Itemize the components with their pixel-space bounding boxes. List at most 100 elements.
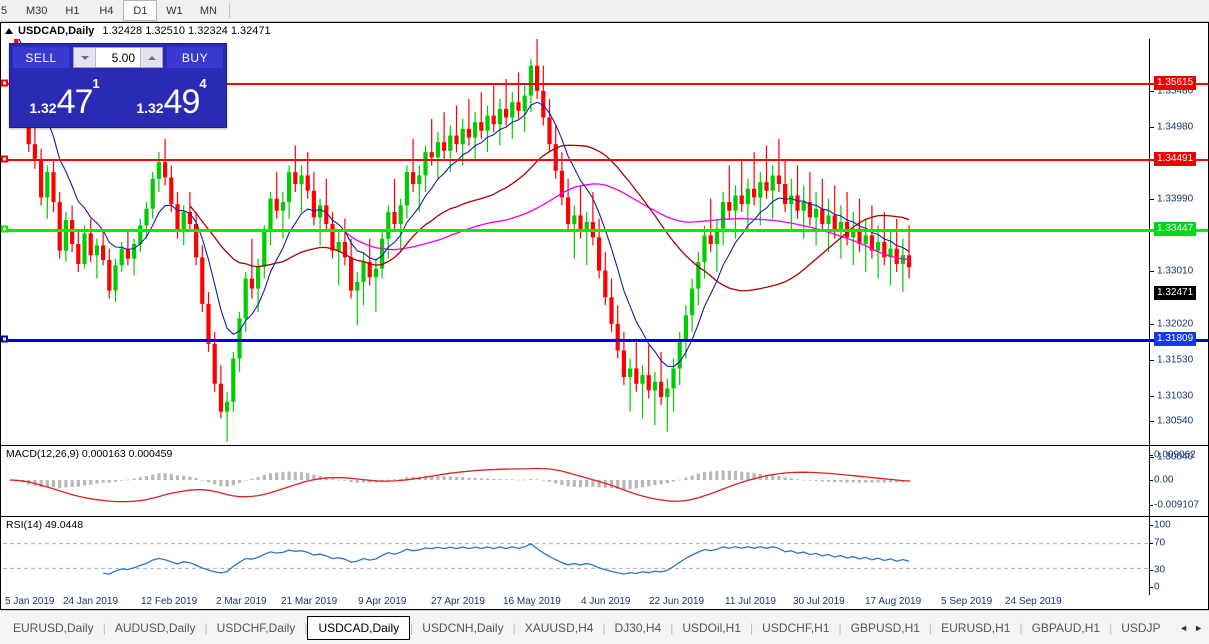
chart-tab-usdjp[interactable]: USDJP (1121, 620, 1161, 635)
price-axis-label: 1.30040 (1157, 451, 1194, 463)
date-axis-label: 22 Jun 2019 (649, 596, 705, 607)
tab-scroll-controls: ◄ ► (1177, 623, 1209, 633)
tab-scroll-right-icon[interactable]: ► (1194, 622, 1203, 633)
sell-price-main: 47 (56, 83, 94, 121)
chart-tab-bar: EURUSD,Daily | AUDUSD,Daily | USDCHF,Daily | U… (0, 610, 1209, 644)
timeframe-button-m30[interactable]: M30 (26, 4, 48, 17)
buy-button[interactable]: BUY (167, 47, 223, 68)
chart-tab-gbpusd-h1[interactable]: GBPUSD,H1 (850, 620, 920, 635)
price-badge-red: 1.35615 (1154, 76, 1197, 90)
study-line-support-blue[interactable] (1, 339, 1208, 342)
date-axis-label: 5 Sep 2019 (941, 596, 993, 607)
price-plot-area[interactable] (3, 39, 1149, 445)
price-axis-label: 1.35480 (1157, 85, 1194, 97)
timeframe-button-h4[interactable]: H4 (99, 4, 114, 17)
timeframe-button-w1[interactable]: W1 (166, 4, 183, 17)
buy-price-fraction: 4 (199, 76, 207, 91)
volume-decrement-button[interactable] (74, 48, 96, 67)
date-axis-label: 17 Aug 2019 (865, 596, 922, 607)
date-axis-label: 30 Jul 2019 (793, 596, 845, 607)
date-axis-label: 5 Jan 2019 (5, 596, 55, 607)
chart-tab-eurusd-daily[interactable]: EURUSD,Daily (13, 620, 94, 635)
date-axis-label: 24 Jan 2019 (63, 596, 119, 607)
macd-axis-label: 0.009062 (1154, 449, 1196, 461)
macd-axis-tick (1150, 505, 1153, 506)
chart-tab-eurusd-h1[interactable]: EURUSD,H1 (941, 620, 1011, 635)
price-axis-tick (1150, 360, 1154, 361)
study-line-resistance-mid[interactable] (1, 159, 1208, 161)
date-axis-label: 11 Jul 2019 (725, 596, 776, 607)
macd-axis-label: 0.00 (1154, 474, 1174, 486)
timeframe-button-h1[interactable]: H1 (65, 4, 80, 17)
sell-price-prefix: 1.32 (29, 100, 57, 116)
study-line-handle-support-green[interactable] (1, 225, 8, 233)
volume-input[interactable]: 5.00 (111, 50, 135, 65)
price-axis-label: 1.32020 (1157, 318, 1194, 330)
price-badge-black: 1.32471 (1154, 286, 1197, 300)
macd-axis-label: -0.009107 (1154, 499, 1200, 511)
timeframe-button-5[interactable]: 5 (1, 4, 8, 17)
toolbar-divider (229, 3, 231, 18)
chart-tab-dj30-h4[interactable]: DJ30,H4 (614, 620, 662, 635)
price-axis-tick (1150, 421, 1154, 422)
rsi-axis-label: 100 (1154, 519, 1171, 531)
chart-symbol-label: USDCAD,Daily (18, 24, 95, 37)
macd-axis-tick (1150, 480, 1153, 481)
study-line-resistance-upper[interactable] (1, 83, 1208, 85)
date-axis-label: 27 Apr 2019 (431, 596, 485, 607)
price-axis-label: 1.33010 (1157, 265, 1194, 277)
macd-label: MACD(12,26,9) 0.000163 0.000459 (6, 448, 173, 460)
one-click-trade-panel: SELL 5.00 BUY 1.32 47 1 1.32 49 4 (9, 43, 227, 128)
rsi-axis-tick (1150, 587, 1153, 588)
trade-panel-top-row: SELL 5.00 BUY (10, 44, 226, 71)
price-axis[interactable]: 1.35480 1.34980 1.33990 1.33010 1.32020 1.315… (1149, 39, 1208, 463)
price-axis-tick (1150, 127, 1154, 128)
rsi-axis-label: 70 (1154, 537, 1166, 549)
timeframe-button-d1[interactable]: D1 (123, 0, 158, 21)
macd-pane: MACD(12,26,9) 0.000163 0.000459 0.009062… (1, 445, 1208, 516)
sell-price-fraction: 1 (92, 76, 100, 91)
date-axis-label: 4 Jun 2019 (581, 596, 631, 607)
study-line-handle-resistance-upper[interactable] (1, 79, 8, 87)
price-axis-label: 1.33990 (1157, 193, 1194, 205)
chart-tab-usdcnh-daily[interactable]: USDCNH,Daily (422, 620, 504, 635)
chart-tab-usdoil-h1[interactable]: USDOil,H1 (682, 620, 742, 635)
price-axis-tick (1150, 457, 1154, 458)
chevron-up-icon (147, 55, 156, 60)
timeframe-toolbar: 5 M30 H1 H4 D1 W1 MN (0, 0, 1209, 22)
timeframe-button-mn[interactable]: MN (199, 4, 217, 17)
sell-price-quote[interactable]: 1.32 47 1 (13, 71, 116, 122)
price-axis-tick (1150, 324, 1154, 325)
price-badge-green: 1.33447 (1154, 222, 1197, 236)
chart-tab-usdchf-h1[interactable]: USDCHF,H1 (762, 620, 830, 635)
chart-tab-usdcad-daily[interactable]: USDCAD,Daily (307, 615, 411, 640)
price-badge-blue: 1.31809 (1154, 332, 1197, 346)
chart-tab-audusd-daily[interactable]: AUDUSD,Daily (114, 620, 196, 635)
rsi-axis: 100 70 30 0 (1149, 517, 1208, 595)
tab-scroll-left-icon[interactable]: ◄ (1179, 622, 1189, 633)
macd-axis-tick (1150, 455, 1153, 456)
collapse-triangle-icon[interactable] (5, 27, 13, 34)
buy-price-prefix: 1.32 (136, 100, 164, 116)
volume-stepper[interactable]: 5.00 (73, 47, 163, 68)
chart-tab-gbpaud-h1[interactable]: GBPAUD,H1 (1031, 620, 1101, 635)
date-axis-label: 24 Sep 2019 (1005, 596, 1062, 607)
rsi-axis-tick (1150, 525, 1153, 526)
chart-tab-xauusd-h4[interactable]: XAUUSD,H4 (524, 620, 594, 635)
study-line-handle-support-blue[interactable] (1, 335, 8, 343)
rsi-axis-tick (1150, 570, 1153, 571)
date-axis-label: 9 Apr 2019 (358, 596, 407, 607)
price-axis-label: 1.30540 (1157, 415, 1194, 427)
study-line-support-green[interactable] (1, 229, 1208, 232)
chart-title-bar: USDCAD,Daily 1.32428 1.32510 1.32324 1.3… (1, 23, 1208, 38)
rsi-plot-area[interactable] (3, 517, 1149, 595)
macd-plot-area[interactable] (3, 446, 1149, 516)
rsi-axis-label: 0 (1154, 581, 1160, 593)
price-axis-tick (1150, 91, 1154, 92)
volume-increment-button[interactable] (140, 48, 162, 67)
sell-button[interactable]: SELL (13, 47, 69, 68)
study-line-handle-resistance-mid[interactable] (1, 155, 8, 163)
chart-tab-usdchf-daily[interactable]: USDCHF,Daily (216, 620, 296, 635)
price-badge-red: 1.34491 (1154, 152, 1197, 166)
buy-price-quote[interactable]: 1.32 49 4 (120, 71, 223, 122)
